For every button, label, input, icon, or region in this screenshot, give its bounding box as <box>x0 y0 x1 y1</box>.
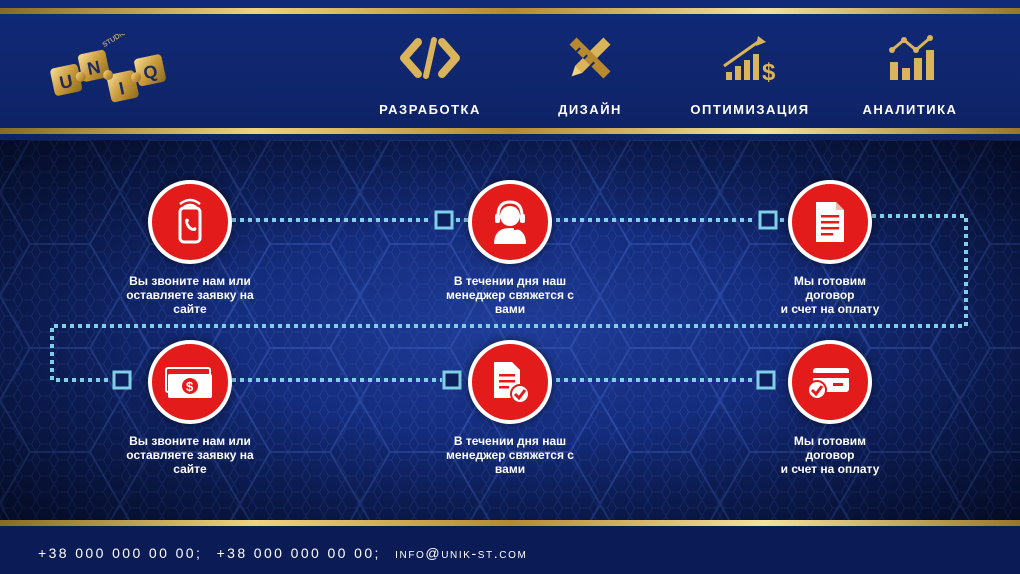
pencil-ruler-icon <box>569 37 611 79</box>
logo-tagline: STUDIO TEAM <box>102 34 146 49</box>
document-check-icon <box>494 362 530 404</box>
step-3-text: Мы готовим договор и счет на оплату <box>780 274 880 316</box>
nav-analytics[interactable]: АНАЛИТИКА <box>840 32 980 132</box>
svg-text:$: $ <box>186 379 194 394</box>
nav-label-design: ДИЗАЙН <box>558 102 622 117</box>
footer-gold-line <box>0 520 1020 526</box>
step-2: В течении дня наш менеджер свяжется с ва… <box>425 180 595 316</box>
header: U N I Q STUDIO TEAM РАЗРАБОТКА <box>0 0 1020 140</box>
nav-label-analytics: АНАЛИТИКА <box>862 102 958 117</box>
step-3: Мы готовим договор и счет на оплату <box>745 180 915 316</box>
step-4: $ Вы звоните нам или оставляете заявку н… <box>105 340 275 476</box>
step-5-text: В течении дня наш менеджер свяжется с ва… <box>446 434 574 476</box>
step-6-circle <box>788 340 872 424</box>
step-1-circle <box>148 180 232 264</box>
card-check-icon <box>807 368 849 400</box>
code-icon <box>400 37 460 79</box>
growth-dollar-chart-icon: $ <box>723 36 776 84</box>
step-1: Вы звоните нам или оставляете заявку на … <box>105 180 275 316</box>
step-2-circle <box>468 180 552 264</box>
step-2-text: В течении дня наш менеджер свяжется с ва… <box>446 274 574 316</box>
step-6-text: Мы готовим договор и счет на оплату <box>780 434 880 476</box>
headset-operator-icon <box>494 200 526 244</box>
step-4-text: Вы звоните нам или оставляете заявку на … <box>126 434 254 476</box>
logo-letter-i: I <box>117 78 126 99</box>
phone-icon <box>178 198 202 244</box>
step-6: Мы готовим договор и счет на оплату <box>745 340 915 476</box>
uniq-logo[interactable]: U N I Q STUDIO TEAM <box>48 34 178 114</box>
contact-line: +38 000 000 00 00; +38 000 000 00 00; in… <box>38 545 535 561</box>
nav-development[interactable]: РАЗРАБОТКА <box>360 32 500 132</box>
svg-text:$: $ <box>762 59 776 84</box>
phone-1[interactable]: +38 000 000 00 00; <box>38 545 203 561</box>
connector-nodes <box>112 210 778 390</box>
step-1-text: Вы звоните нам или оставляете заявку на … <box>126 274 254 316</box>
footer: +38 000 000 00 00; +38 000 000 00 00; in… <box>0 526 1020 574</box>
email-link[interactable]: info@unik-st.com <box>395 545 528 561</box>
process-section: Вы звоните нам или оставляете заявку на … <box>0 140 1020 520</box>
header-top-gold-line <box>0 8 1020 14</box>
step-3-circle <box>788 180 872 264</box>
document-icon <box>816 202 844 242</box>
logo-letter-n: N <box>85 57 102 79</box>
nav-label-development: РАЗРАБОТКА <box>379 102 481 117</box>
nav-design[interactable]: ДИЗАЙН <box>520 32 660 132</box>
analytics-chart-icon <box>889 35 934 80</box>
step-5: В течении дня наш менеджер свяжется с ва… <box>425 340 595 476</box>
step-5-circle <box>468 340 552 424</box>
logo-letter-u: U <box>58 71 75 93</box>
phone-2[interactable]: +38 000 000 00 00; <box>216 545 381 561</box>
step-4-circle: $ <box>148 340 232 424</box>
nav-optimization[interactable]: $ ОПТИМИЗАЦИЯ <box>680 32 820 132</box>
logo-letter-q: Q <box>142 61 160 83</box>
nav-label-optimization: ОПТИМИЗАЦИЯ <box>690 102 810 117</box>
header-bottom-gold-line <box>0 128 1020 134</box>
banknote-icon: $ <box>165 367 212 398</box>
